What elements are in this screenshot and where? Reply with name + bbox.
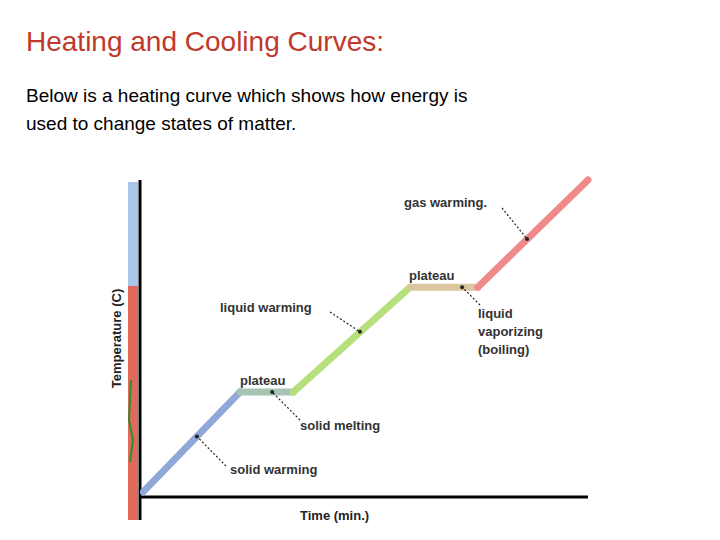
- curve-segment: [410, 284, 478, 291]
- leader-line: [502, 208, 527, 239]
- subtitle-line: Below is a heating curve which shows how…: [26, 82, 467, 110]
- subtitle: Below is a heating curve which shows how…: [26, 82, 467, 138]
- annotation: plateau: [409, 268, 455, 283]
- stripe-hot: [128, 286, 138, 520]
- annotation-line: liquid: [478, 306, 513, 321]
- x-axis: [140, 496, 588, 499]
- title: Heating and Cooling Curves:: [26, 26, 384, 58]
- stripe-scribble: [129, 380, 133, 462]
- annotation-line: plateau: [409, 268, 455, 283]
- leader-line: [462, 287, 480, 305]
- curve-segment: [478, 180, 588, 287]
- stripe-cold: [128, 182, 138, 286]
- chart: Temperature (C) Time (min.) gas warming. pl…: [0, 0, 720, 540]
- leader-dot: [358, 330, 362, 334]
- annotation: liquid vaporizing (boiling): [478, 306, 543, 357]
- leader-line: [330, 312, 360, 332]
- x-axis-label: Time (min.): [300, 508, 369, 523]
- annotation: gas warming.: [404, 195, 487, 210]
- leader-dot: [195, 434, 199, 438]
- annotation-line: solid warming: [230, 462, 317, 477]
- slide: Heating and Cooling Curves: Below is a h…: [0, 0, 720, 540]
- subtitle-line: used to change states of matter.: [26, 110, 467, 138]
- annotation-line: gas warming.: [404, 195, 487, 210]
- annotation-line: liquid warming: [220, 300, 312, 315]
- annotation: solid warming: [230, 462, 317, 477]
- annotation: liquid warming: [220, 300, 312, 315]
- annotation-line: vaporizing: [478, 324, 543, 339]
- leader-dot: [270, 390, 274, 394]
- leader-line: [272, 392, 300, 420]
- leader-line: [197, 436, 226, 466]
- plot-area: [143, 180, 588, 492]
- curve-segment: [240, 389, 293, 396]
- y-axis-label: Temperature (C): [109, 289, 124, 388]
- annotation-line: plateau: [240, 373, 286, 388]
- annotation: solid melting: [300, 418, 380, 433]
- leader-dot: [460, 285, 464, 289]
- annotation-line: (boiling): [478, 342, 529, 357]
- leader-dot: [525, 237, 529, 241]
- annotation-line: solid melting: [300, 418, 380, 433]
- annotation: plateau: [240, 373, 286, 388]
- curve-segment: [143, 392, 240, 492]
- y-axis: [139, 180, 142, 520]
